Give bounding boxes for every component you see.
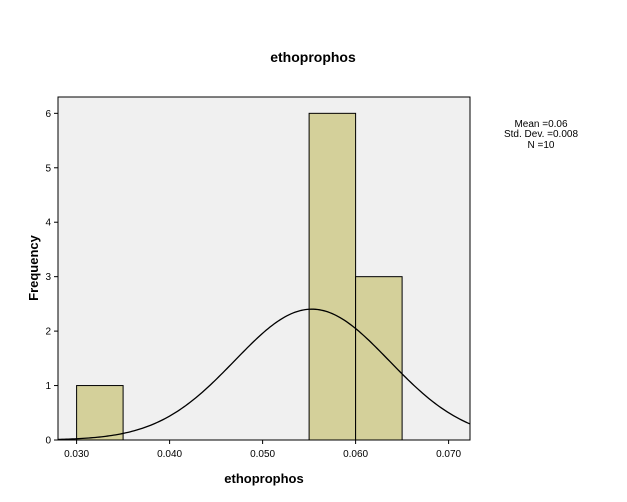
y-tick-label-3: 3 — [45, 272, 51, 283]
x-axis-label: ethoprophos — [224, 471, 303, 486]
y-tick-label-0: 0 — [45, 436, 51, 447]
y-tick-label-2: 2 — [45, 327, 51, 338]
histogram-bars — [76, 112, 403, 441]
y-axis-label: Frequency — [26, 234, 41, 301]
histogram-bar-0 — [76, 385, 124, 441]
x-tick-label-0: 0.030 — [64, 449, 89, 460]
stat-mean: Mean =0.06 — [514, 119, 568, 130]
y-tick-label-6: 6 — [45, 109, 51, 120]
y-tick-label-5: 5 — [45, 163, 51, 174]
stat-std-dev: Std. Dev. =0.008 — [504, 129, 578, 140]
x-tick-label-1: 0.040 — [157, 449, 182, 460]
stat-n: N =10 — [528, 140, 555, 151]
y-axis: 0 1 2 3 4 5 6 — [45, 109, 58, 447]
y-tick-label-1: 1 — [45, 381, 51, 392]
normal-distribution-curve — [57, 308, 471, 441]
x-axis: 0.030 0.040 0.050 0.060 0.070 — [64, 440, 462, 460]
chart-title: ethoprophos — [270, 49, 356, 65]
y-tick-label-4: 4 — [45, 218, 51, 229]
x-tick-label-2: 0.050 — [250, 449, 275, 460]
x-tick-label-3: 0.060 — [343, 449, 368, 460]
summary-stats: Mean =0.06 Std. Dev. =0.008 N =10 — [504, 119, 578, 151]
histogram-bar-1 — [308, 112, 357, 441]
x-tick-label-4: 0.070 — [436, 449, 461, 460]
histogram-bar-2 — [355, 276, 403, 441]
